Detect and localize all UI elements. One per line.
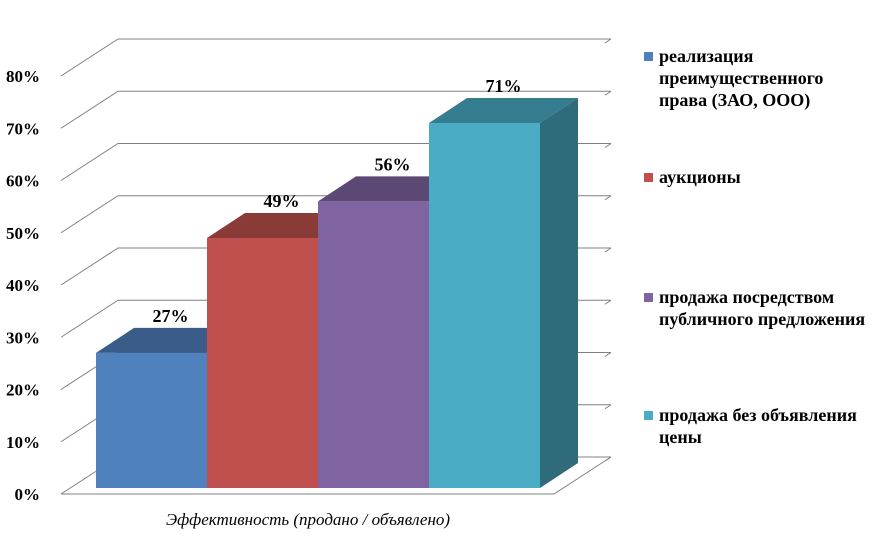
gridline-tick xyxy=(604,404,612,410)
floor-edge xyxy=(61,456,612,495)
gridline-tick xyxy=(604,38,612,44)
gridline-tick xyxy=(604,195,612,201)
gridline-tick xyxy=(604,90,612,96)
legend-label: продажа без объявления цены xyxy=(659,405,857,447)
legend-swatch xyxy=(644,411,653,420)
gridline xyxy=(60,38,611,77)
legend-label: продажа посредством публичного предложен… xyxy=(659,287,866,329)
y-axis-ticks: 0% 10% 20% 30% 40% 50% 60% 70% 80% xyxy=(6,67,40,504)
legend-swatch xyxy=(644,173,653,182)
gridline-tick xyxy=(604,299,612,305)
y-tick-label: 20% xyxy=(6,381,40,400)
gridline-tick xyxy=(604,352,612,357)
legend-label: аукционы xyxy=(659,167,741,187)
x-axis-label: Эффективность (продано / объявлено) xyxy=(166,510,450,529)
bar-front xyxy=(207,237,318,488)
bar-4 xyxy=(429,98,578,489)
y-tick-label: 30% xyxy=(6,328,40,347)
data-label: 71% xyxy=(486,76,522,96)
legend-swatch xyxy=(644,293,653,302)
y-tick-label: 40% xyxy=(6,276,40,295)
gridline-tick xyxy=(604,247,612,253)
y-tick-label: 50% xyxy=(6,224,40,243)
y-tick-label: 60% xyxy=(6,172,40,191)
bar-top xyxy=(429,98,578,124)
data-label: 27% xyxy=(153,306,189,326)
bar-front xyxy=(96,352,207,488)
bars xyxy=(96,98,578,489)
bar-side xyxy=(540,98,578,489)
data-labels: 27% 49% 56% 71% xyxy=(153,76,522,326)
bar-front xyxy=(429,123,540,489)
y-tick-label: 10% xyxy=(6,433,40,452)
legend-item: реализация преимущественного права (ЗАО,… xyxy=(644,45,870,111)
bar-front xyxy=(318,201,429,488)
legend-item: продажа посредством публичного предложен… xyxy=(644,286,870,330)
y-tick-label: 80% xyxy=(6,67,40,86)
y-tick-label: 70% xyxy=(6,119,40,138)
data-label: 56% xyxy=(375,154,411,174)
legend-item: продажа без объявления цены xyxy=(644,404,870,448)
legend-label: реализация преимущественного права (ЗАО,… xyxy=(659,46,824,110)
gridline xyxy=(60,90,611,129)
legend-item: аукционы xyxy=(644,166,870,188)
data-label: 49% xyxy=(264,191,300,211)
y-tick-label: 0% xyxy=(15,485,41,504)
gridline-tick xyxy=(604,143,612,148)
legend-swatch xyxy=(644,52,653,61)
